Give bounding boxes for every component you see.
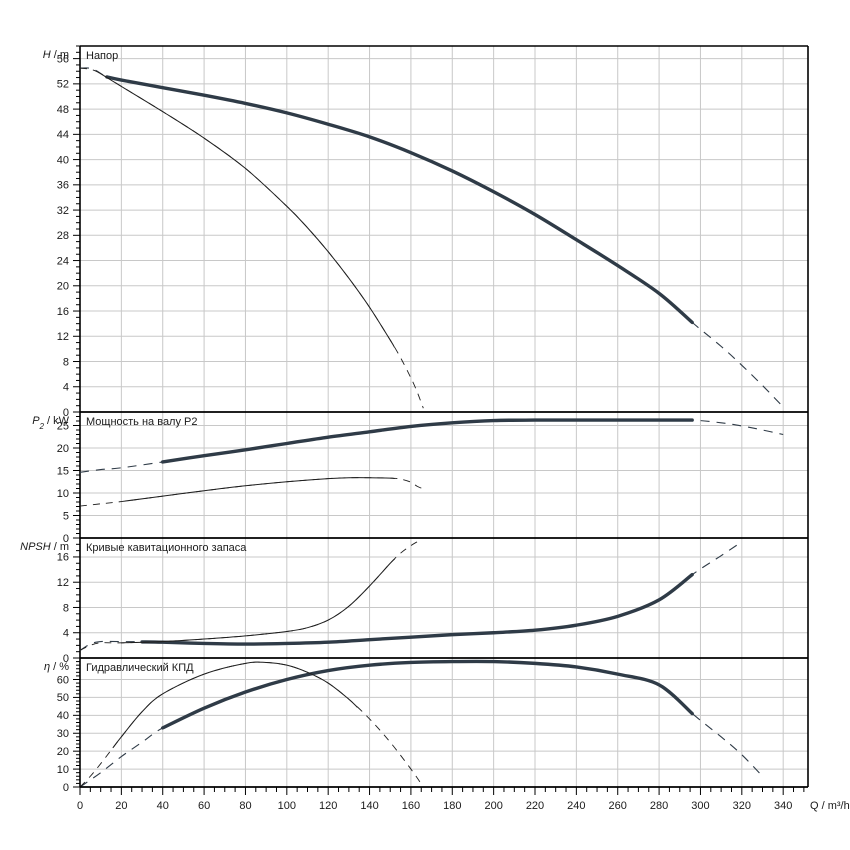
y-tick-label: 40 (57, 154, 69, 166)
curve-head-large-impeller-extrapolated (79, 67, 784, 408)
y-tick-label: 36 (57, 180, 69, 192)
y-tick-label: 28 (57, 230, 69, 242)
x-tick-label: 200 (484, 800, 502, 812)
curve-power-small-impeller-extrapolated (79, 477, 424, 507)
curve-efficiency-small-impeller (112, 661, 358, 749)
curve-efficiency-large-impeller-extrapolated (79, 660, 763, 788)
y-tick-label: 30 (57, 728, 69, 740)
svg-text:H/ m: H / m (43, 49, 69, 61)
y-tick-label: 0 (63, 653, 69, 665)
curve-npsh-small-impeller-extrapolated (79, 541, 418, 651)
curve-power-large-impeller (161, 418, 694, 464)
curve-efficiency-large-impeller (161, 659, 694, 730)
x-tick-label: 20 (115, 800, 127, 812)
y-tick-label: 8 (63, 602, 69, 614)
curve-head-small-impeller (98, 72, 395, 348)
y-tick-label: 56 (57, 53, 69, 65)
y-tick-label: 0 (63, 533, 69, 545)
y-axis-label: η / % (44, 661, 69, 673)
y-tick-label: 0 (63, 782, 69, 794)
panel-title-head: Напор (86, 50, 118, 62)
y-tick-label: 12 (57, 577, 69, 589)
y-tick-label: 0 (63, 407, 69, 419)
x-tick-label: 100 (278, 800, 296, 812)
y-tick-label: 16 (57, 552, 69, 564)
curve-head-small-impeller-extrapolated (79, 67, 424, 409)
curve-head-large-impeller (105, 75, 694, 325)
y-axis-subscript: 2 (39, 422, 45, 431)
x-tick-label: 0 (77, 800, 83, 812)
x-tick-label: 140 (360, 800, 378, 812)
x-tick-label: 300 (691, 800, 709, 812)
x-tick-label: 80 (239, 800, 251, 812)
curve-npsh-large-impeller (140, 572, 694, 646)
y-tick-label: 60 (57, 674, 69, 686)
x-tick-label: 240 (567, 800, 585, 812)
y-axis-unit: / m (54, 541, 69, 553)
x-tick-label: 60 (198, 800, 210, 812)
y-axis-unit: / kW (47, 415, 70, 427)
y-tick-label: 20 (57, 443, 69, 455)
x-tick-label: 340 (774, 800, 792, 812)
curve-power-small-impeller (125, 477, 395, 502)
y-tick-label: 4 (63, 382, 69, 394)
x-axis-label: Q / m³/h (810, 800, 850, 812)
y-tick-label: 5 (63, 510, 69, 522)
y-tick-label: 20 (57, 281, 69, 293)
x-tick-label: 280 (650, 800, 668, 812)
panel-title-efficiency: Гидравлический КПД (86, 662, 194, 674)
svg-text:NPSH/ m: NPSH / m (20, 541, 69, 553)
y-tick-label: 24 (57, 255, 69, 267)
curve-npsh-small-impeller (120, 558, 395, 644)
y-tick-label: 16 (57, 306, 69, 318)
x-tick-label: 220 (526, 800, 544, 812)
y-tick-label: 4 (63, 628, 69, 640)
y-axis-label: H / m (43, 49, 69, 61)
x-tick-label: 320 (733, 800, 751, 812)
y-tick-label: 10 (57, 488, 69, 500)
y-axis-label: P2/ kW (32, 415, 69, 431)
y-tick-label: 44 (57, 129, 69, 141)
svg-text:η/ %: η / % (44, 661, 69, 673)
x-tick-label: 260 (609, 800, 627, 812)
panel-title-power: Мощность на валу P2 (86, 416, 198, 428)
y-tick-label: 52 (57, 79, 69, 91)
y-tick-label: 8 (63, 356, 69, 368)
y-tick-label: 25 (57, 420, 69, 432)
x-tick-label: 40 (157, 800, 169, 812)
y-axis-unit: / m (54, 49, 69, 61)
y-tick-label: 32 (57, 205, 69, 217)
y-axis-symbol: η (44, 661, 50, 673)
y-axis-symbol: H (43, 49, 51, 61)
x-tick-label: 180 (443, 800, 461, 812)
x-tick-label: 160 (402, 800, 420, 812)
svg-text:P2/ kW: P2/ kW (32, 415, 69, 431)
x-tick-label: 120 (319, 800, 337, 812)
y-tick-label: 10 (57, 764, 69, 776)
y-tick-label: 40 (57, 710, 69, 722)
y-axis-symbol: P (32, 415, 40, 427)
y-tick-label: 12 (57, 331, 69, 343)
panel-title-npsh: Кривые кавитационного запаса (86, 542, 247, 554)
y-tick-label: 15 (57, 465, 69, 477)
y-tick-label: 20 (57, 746, 69, 758)
y-tick-label: 48 (57, 104, 69, 116)
y-axis-label: NPSH / m (20, 541, 69, 553)
y-tick-label: 50 (57, 692, 69, 704)
y-axis-symbol: NPSH (20, 541, 51, 553)
y-axis-unit: / % (53, 661, 69, 673)
